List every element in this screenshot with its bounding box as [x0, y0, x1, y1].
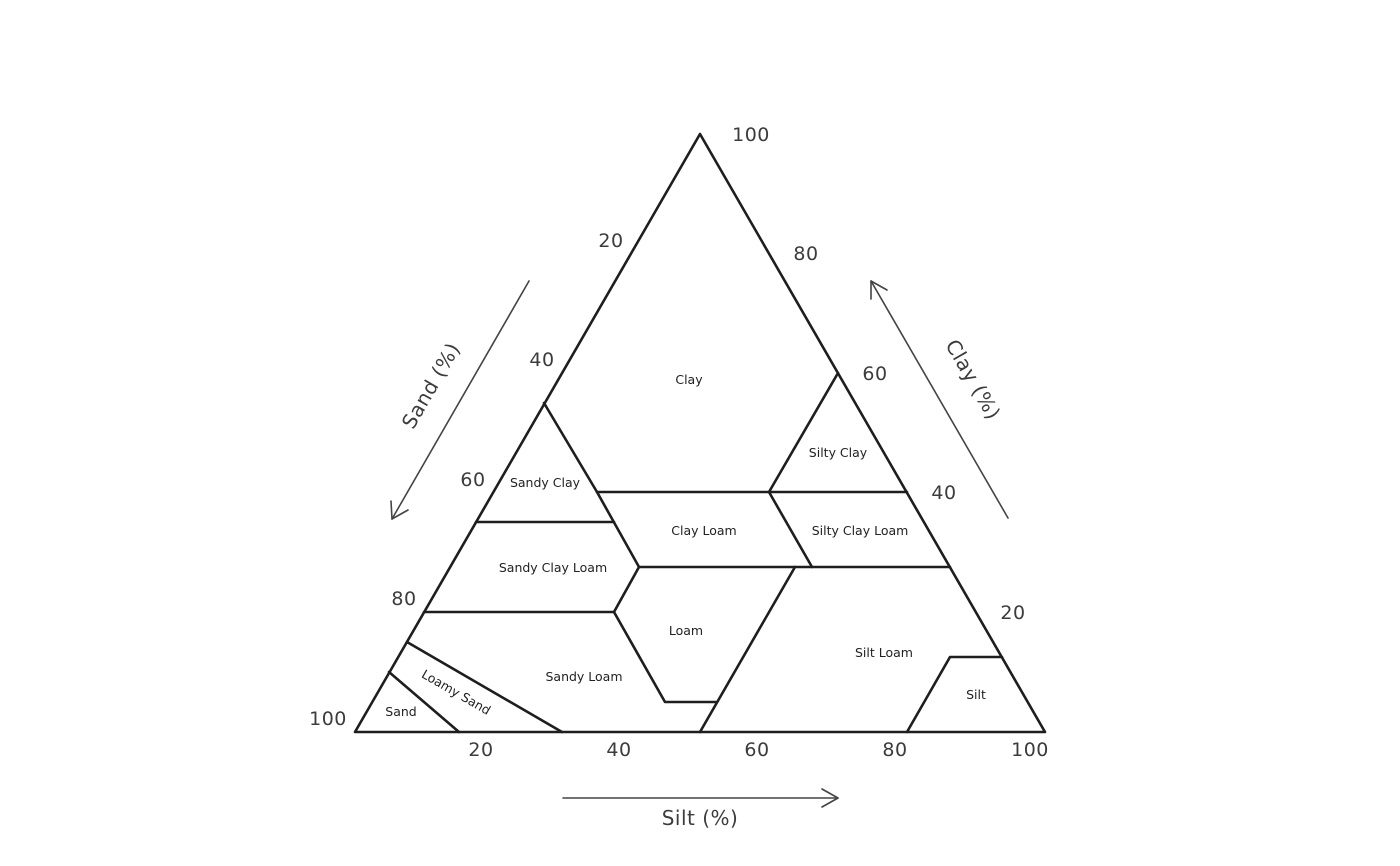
clay-tick-100: 100	[732, 124, 770, 146]
boundary-loam-left	[612, 565, 719, 704]
region-label-clay-loam: Clay Loam	[671, 523, 736, 538]
silt-axis-ticks: 20 40 60 80 100	[468, 739, 1048, 761]
silt-tick-100: 100	[1011, 739, 1049, 761]
region-boundaries	[387, 371, 1004, 734]
sand-tick-80: 80	[391, 588, 416, 610]
region-label-sandy-loam: Sandy Loam	[545, 669, 622, 684]
boundary-sand-upper	[387, 670, 461, 734]
sand-axis-arrow	[390, 280, 530, 520]
sand-axis-ticks: 20 40 60 80 100	[309, 230, 623, 730]
sand-tick-60: 60	[460, 469, 485, 491]
region-label-sandy-clay-loam: Sandy Clay Loam	[499, 560, 607, 575]
clay-tick-60: 60	[862, 363, 887, 385]
clay-arrow-head	[870, 280, 888, 300]
silt-axis-arrow	[562, 788, 839, 808]
sand-tick-20: 20	[598, 230, 623, 252]
region-label-clay: Clay	[675, 372, 703, 387]
clay-tick-40: 40	[931, 482, 956, 504]
boundary-silty-clay-clay	[767, 371, 840, 494]
region-label-loamy-sand: Loamy Sand	[419, 666, 493, 718]
silt-tick-20: 20	[468, 739, 493, 761]
region-label-sand: Sand	[385, 704, 416, 719]
boundary-clay-loam-left	[595, 490, 641, 569]
silt-axis-title: Silt (%)	[662, 806, 739, 830]
region-label-loam: Loam	[669, 623, 703, 638]
clay-arrow-shaft	[870, 280, 1009, 519]
clay-tick-80: 80	[793, 243, 818, 265]
clay-axis-title: Clay (%)	[941, 335, 1006, 424]
boundary-sandy-clay-clay	[542, 401, 599, 494]
region-label-sandy-clay: Sandy Clay	[510, 475, 581, 490]
sand-tick-40: 40	[529, 349, 554, 371]
boundary-silt	[905, 655, 1004, 734]
region-label-silt: Silt	[966, 687, 986, 702]
sand-arrow-shaft	[391, 280, 530, 520]
sand-tick-100: 100	[309, 708, 347, 730]
silt-tick-60: 60	[744, 739, 769, 761]
silt-tick-40: 40	[606, 739, 631, 761]
boundary-clay-loam-silty	[767, 490, 814, 569]
boundary-loamy-sand-upper	[405, 640, 564, 734]
clay-axis-arrow	[870, 280, 1009, 519]
region-label-silt-loam: Silt Loam	[855, 645, 913, 660]
region-label-silty-clay: Silty Clay	[809, 445, 868, 460]
sand-axis-title: Sand (%)	[397, 338, 465, 433]
clay-axis-ticks: 20 40 60 80 100	[732, 124, 1025, 624]
region-label-silty-clay-loam: Silty Clay Loam	[812, 523, 909, 538]
clay-tick-20: 20	[1000, 602, 1025, 624]
sand-arrow-head	[390, 500, 409, 520]
region-labels: Clay Silty Clay Sandy Clay Clay Loam Sil…	[385, 372, 986, 719]
triangle-outline	[353, 132, 1047, 734]
silt-tick-80: 80	[882, 739, 907, 761]
boundary-loam-silt-loam	[698, 565, 797, 734]
silt-arrow-head	[821, 788, 839, 808]
